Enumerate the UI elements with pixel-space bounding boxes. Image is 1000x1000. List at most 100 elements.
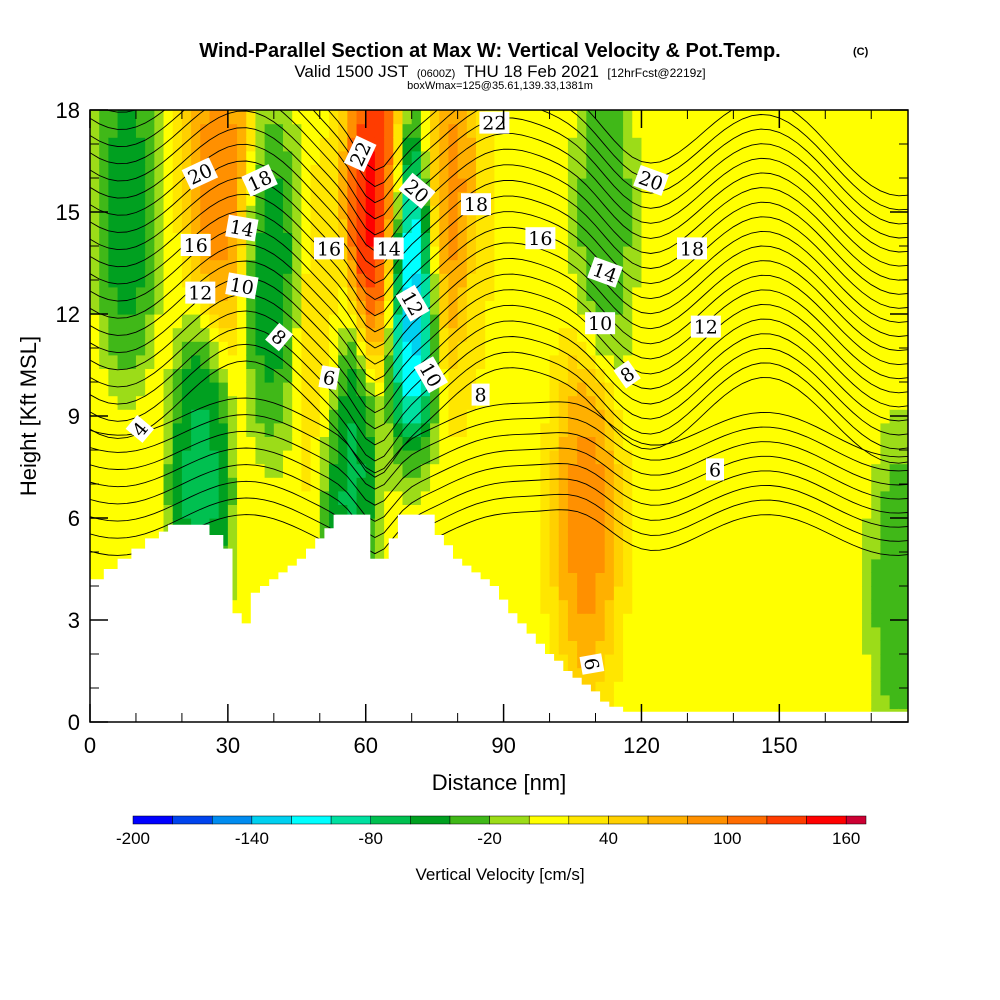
velocity-cell (521, 205, 532, 220)
velocity-cell (448, 422, 459, 437)
velocity-cell (586, 300, 597, 315)
velocity-cell (834, 572, 845, 587)
contour-label-bg (181, 157, 219, 191)
velocity-cell (889, 137, 900, 152)
velocity-cell (705, 382, 716, 397)
velocity-cell (650, 273, 661, 288)
velocity-cell (485, 354, 495, 369)
velocity-cell (623, 382, 633, 397)
velocity-cell (567, 164, 578, 179)
velocity-cell (843, 422, 854, 437)
velocity-cell (374, 178, 385, 193)
velocity-cell (705, 286, 716, 301)
velocity-cell (595, 368, 606, 383)
velocity-cell (806, 382, 817, 397)
velocity-cell (264, 259, 275, 274)
velocity-cell (816, 409, 826, 424)
velocity-cell (650, 694, 661, 709)
velocity-cell (163, 300, 174, 315)
velocity-cell (843, 409, 854, 424)
velocity-cell (724, 490, 734, 505)
velocity-cell (476, 246, 486, 261)
velocity-cell (604, 599, 615, 614)
velocity-cell (90, 218, 100, 233)
velocity-cell (604, 191, 615, 206)
velocity-cell (770, 599, 780, 614)
velocity-cell (641, 531, 652, 546)
velocity-cell (862, 300, 872, 315)
velocity-cell (338, 205, 348, 220)
velocity-cell (687, 395, 698, 410)
velocity-cell (521, 286, 532, 301)
velocity-cell (108, 218, 119, 233)
velocity-cell (806, 558, 817, 573)
velocity-cell (402, 123, 413, 138)
velocity-cell (227, 178, 238, 193)
velocity-cell (751, 395, 762, 410)
contour-label: 12 (690, 315, 721, 339)
velocity-cell (659, 191, 670, 206)
velocity-cell (678, 572, 689, 587)
velocity-cell (172, 286, 183, 301)
velocity-cell (760, 354, 771, 369)
velocity-cell (237, 341, 247, 356)
velocity-cell (880, 286, 891, 301)
velocity-cell (779, 246, 790, 261)
velocity-cell (687, 123, 698, 138)
velocity-cell (834, 123, 845, 138)
velocity-cell (503, 286, 514, 301)
velocity-cell (411, 123, 422, 138)
velocity-cell (503, 246, 514, 261)
velocity-cell (567, 341, 578, 356)
velocity-cell (586, 123, 597, 138)
velocity-cell (246, 518, 257, 533)
velocity-cell (834, 477, 845, 492)
velocity-cell (889, 667, 900, 682)
velocity-cell (669, 599, 679, 614)
velocity-cell (898, 164, 908, 179)
velocity-cell (604, 110, 615, 125)
velocity-cell (430, 259, 440, 274)
velocity-cell (108, 450, 119, 465)
velocity-cell (825, 178, 836, 193)
velocity-cell (145, 191, 155, 206)
velocity-cell (779, 694, 790, 709)
velocity-cell (604, 626, 615, 641)
velocity-cell (843, 504, 854, 519)
velocity-cell (356, 341, 367, 356)
velocity-cell (374, 341, 385, 356)
velocity-cell (430, 150, 440, 165)
velocity-cell (623, 490, 633, 505)
velocity-cell (705, 137, 716, 152)
velocity-cell (724, 246, 734, 261)
velocity-cell (356, 450, 367, 465)
velocity-cell (604, 572, 615, 587)
velocity-cell (742, 218, 753, 233)
velocity-cell (227, 504, 238, 519)
velocity-cell (742, 246, 753, 261)
velocity-cell (696, 450, 707, 465)
velocity-cell (613, 341, 624, 356)
velocity-cell (494, 409, 505, 424)
velocity-cell (430, 191, 440, 206)
velocity-cell (742, 191, 753, 206)
velocity-cell (733, 232, 744, 247)
velocity-cell (770, 463, 780, 478)
velocity-cell (90, 191, 100, 206)
velocity-cell (733, 504, 744, 519)
velocity-cell (448, 409, 459, 424)
colorbar-swatch (172, 815, 213, 825)
velocity-cell (641, 667, 652, 682)
velocity-cell (678, 382, 689, 397)
velocity-cell (420, 164, 431, 179)
velocity-cell (742, 626, 753, 641)
velocity-cell (301, 409, 312, 424)
velocity-cell (843, 259, 854, 274)
velocity-cell (816, 613, 826, 628)
velocity-cell (255, 300, 266, 315)
velocity-cell (328, 150, 339, 165)
velocity-cell (374, 273, 385, 288)
velocity-cell (760, 490, 771, 505)
velocity-cell (310, 286, 321, 301)
